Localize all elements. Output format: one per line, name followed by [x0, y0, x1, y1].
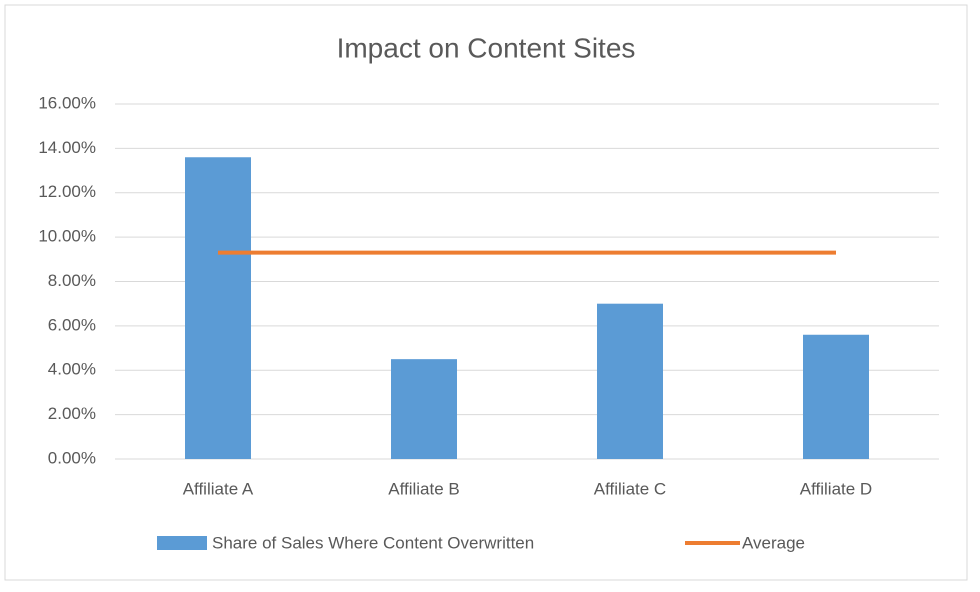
bar — [597, 303, 663, 459]
legend-label: Average — [742, 533, 805, 552]
chart-frame — [4, 4, 968, 581]
bar — [391, 359, 457, 459]
x-tick-label: Affiliate D — [800, 479, 872, 498]
y-tick-label: 10.00% — [38, 227, 96, 246]
y-tick-label: 16.00% — [38, 93, 96, 112]
y-tick-label: 6.00% — [48, 315, 96, 334]
bar — [185, 157, 251, 459]
y-tick-label: 2.00% — [48, 404, 96, 423]
legend-label: Share of Sales Where Content Overwritten — [212, 533, 534, 552]
legend-swatch — [157, 536, 207, 550]
x-tick-label: Affiliate B — [388, 479, 460, 498]
y-tick-label: 8.00% — [48, 271, 96, 290]
y-tick-label: 12.00% — [38, 182, 96, 201]
y-tick-label: 4.00% — [48, 360, 96, 379]
bar — [803, 334, 869, 459]
x-tick-label: Affiliate C — [594, 479, 666, 498]
x-tick-label: Affiliate A — [183, 479, 254, 498]
chart-title: Impact on Content Sites — [337, 32, 636, 63]
y-tick-label: 14.00% — [38, 138, 96, 157]
y-tick-label: 0.00% — [48, 448, 96, 467]
